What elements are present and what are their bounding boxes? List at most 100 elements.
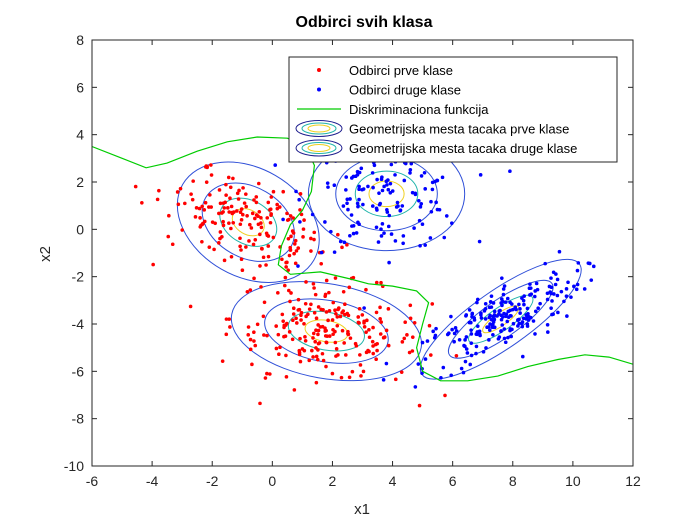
- class1-point: [335, 315, 340, 319]
- class2-point: [506, 315, 511, 319]
- class1-point: [271, 189, 276, 194]
- class2-point: [440, 175, 445, 180]
- y-tick-label: -8: [72, 411, 85, 427]
- class1-point: [311, 355, 315, 359]
- class2-point: [474, 332, 479, 336]
- class1-point: [218, 236, 222, 241]
- class1-point: [286, 288, 291, 293]
- class2-point: [351, 174, 356, 179]
- class1-point: [427, 323, 432, 328]
- class1-point: [167, 213, 171, 218]
- class2-point: [588, 261, 592, 266]
- class2-point: [468, 362, 473, 367]
- class1-point: [268, 372, 272, 376]
- class2-point: [294, 189, 298, 194]
- class1-point: [281, 189, 286, 194]
- class1-point: [199, 223, 203, 228]
- axes-box: [91, 39, 634, 467]
- class1-point: [303, 301, 308, 306]
- class2-point: [357, 222, 361, 227]
- class2-point: [506, 309, 511, 314]
- class1-point: [291, 306, 296, 310]
- class1-point: [303, 339, 308, 343]
- class1-point: [209, 205, 214, 209]
- class1-point: [222, 206, 227, 210]
- class2-point: [382, 184, 386, 189]
- class2-point: [528, 286, 533, 290]
- class1-point: [254, 200, 259, 205]
- class1-point: [245, 290, 250, 294]
- class1-point: [231, 176, 235, 181]
- class1-point: [238, 222, 243, 227]
- class1-point: [170, 242, 175, 247]
- class2-point: [491, 301, 496, 305]
- class1-point: [374, 357, 378, 362]
- class1-point: [288, 299, 292, 304]
- class1-point: [303, 335, 307, 339]
- class2-point: [423, 357, 428, 361]
- class1-point: [343, 302, 347, 307]
- class1-point: [386, 307, 391, 311]
- class2-point: [296, 264, 300, 268]
- class2-point: [413, 191, 418, 196]
- class2-point: [384, 361, 389, 366]
- class2-point: [346, 207, 350, 212]
- class2-point: [492, 309, 497, 314]
- class2-point: [375, 177, 379, 182]
- class2-point: [549, 285, 554, 290]
- class2-point: [380, 188, 385, 193]
- x-tick-label: 8: [509, 473, 517, 489]
- class2-point: [463, 338, 467, 342]
- class1-point: [253, 343, 258, 348]
- class1-point: [224, 317, 229, 321]
- class1-point: [327, 290, 331, 295]
- class2-point: [509, 334, 514, 339]
- class1-point: [235, 209, 239, 213]
- class1-point: [200, 204, 204, 209]
- class1-point: [238, 244, 242, 249]
- class1-point: [312, 237, 316, 242]
- class2-point: [419, 174, 424, 178]
- class2-point: [534, 281, 539, 286]
- class2-point: [420, 371, 424, 375]
- class2-point: [549, 291, 553, 296]
- class1-point: [252, 339, 256, 343]
- class1-point: [408, 303, 413, 308]
- class2-point: [525, 322, 530, 326]
- class2-point: [572, 284, 576, 289]
- class1-point: [346, 332, 351, 337]
- class2-point: [520, 320, 525, 324]
- class1-point: [306, 312, 310, 317]
- class1-point: [188, 304, 193, 309]
- class1-point: [301, 235, 305, 239]
- class2-point: [387, 260, 391, 265]
- class2-point: [377, 191, 381, 195]
- class1-cluster-1-contour-0: [230, 281, 423, 382]
- class2-point: [385, 207, 389, 212]
- class1-point: [292, 388, 297, 392]
- class1-point: [333, 308, 337, 312]
- class2-point: [505, 319, 510, 324]
- class1-point: [314, 380, 319, 385]
- class1-point: [302, 218, 306, 222]
- class1-point: [221, 201, 226, 205]
- class2-point: [520, 296, 524, 300]
- class2-point: [499, 329, 503, 334]
- discriminant-line: [92, 136, 633, 382]
- class2-point: [502, 327, 507, 331]
- class2-point: [329, 229, 333, 234]
- class2-point: [323, 220, 327, 224]
- class1-point: [262, 333, 266, 337]
- class1-point: [333, 340, 338, 345]
- class1-point: [338, 314, 343, 319]
- class2-point: [444, 214, 449, 218]
- legend-contour-icon: [307, 144, 331, 152]
- x-axis-label: x1: [354, 501, 370, 518]
- class2-point: [325, 181, 330, 185]
- class1-point: [274, 346, 279, 351]
- class1-point: [246, 333, 251, 337]
- class2-point: [357, 184, 361, 189]
- class2-point: [551, 270, 556, 275]
- class2-point: [453, 326, 458, 330]
- class1-point: [336, 232, 340, 237]
